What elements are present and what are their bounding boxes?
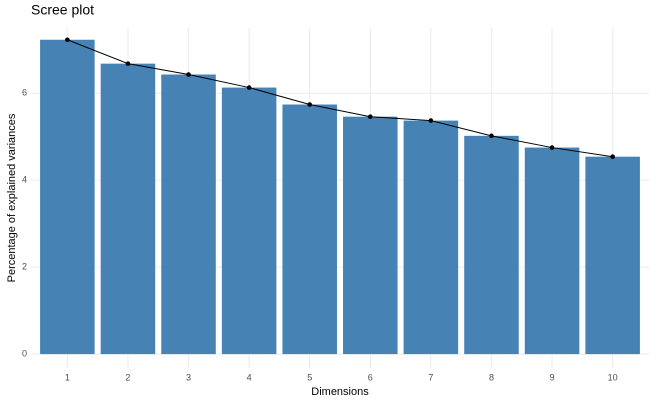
y-tick-label: 6 bbox=[22, 88, 27, 98]
point bbox=[125, 61, 131, 66]
x-tick-label: 9 bbox=[550, 372, 555, 382]
y-tick-label: 2 bbox=[22, 262, 27, 272]
x-tick-label: 3 bbox=[186, 372, 191, 382]
x-tick-label: 8 bbox=[489, 372, 494, 382]
bar bbox=[524, 147, 580, 355]
point bbox=[489, 133, 494, 139]
bar bbox=[343, 116, 398, 355]
point bbox=[65, 37, 70, 43]
bar bbox=[403, 120, 459, 355]
chart-title: Scree plot bbox=[31, 2, 94, 18]
point bbox=[549, 145, 555, 150]
point bbox=[186, 72, 191, 77]
x-tick-label: 5 bbox=[307, 372, 312, 382]
x-tick-label: 2 bbox=[125, 372, 130, 382]
bar bbox=[161, 74, 216, 355]
bar bbox=[221, 87, 277, 355]
bar bbox=[464, 135, 519, 355]
y-tick-label: 0 bbox=[22, 348, 27, 358]
line bbox=[67, 39, 613, 158]
x-tick-label: 7 bbox=[428, 372, 433, 382]
point bbox=[367, 114, 373, 119]
x-tick-label: 1 bbox=[65, 372, 70, 382]
bar bbox=[40, 39, 95, 355]
x-tick-label: 6 bbox=[368, 372, 373, 382]
point bbox=[610, 154, 615, 159]
bar bbox=[100, 63, 156, 355]
bar bbox=[585, 156, 640, 355]
point bbox=[307, 102, 313, 107]
x-tick-label: 10 bbox=[608, 372, 618, 382]
point bbox=[246, 85, 252, 90]
y-axis-title: Percentage of explained variances bbox=[6, 113, 18, 282]
x-tick-label: 4 bbox=[247, 372, 252, 382]
bar bbox=[282, 104, 337, 355]
y-tick-label: 4 bbox=[22, 175, 27, 185]
x-axis-title: Dimensions bbox=[311, 386, 369, 398]
point bbox=[428, 118, 434, 123]
